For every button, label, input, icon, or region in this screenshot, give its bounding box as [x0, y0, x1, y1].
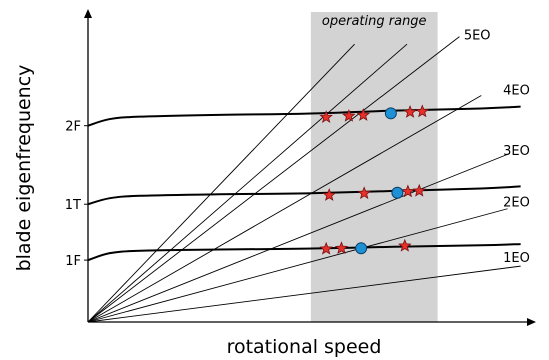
x-axis-label: rotational speed	[227, 336, 382, 358]
eigenfrequency-curves	[87, 105, 521, 262]
resonance-circle-3	[384, 107, 397, 120]
resonance-star-4	[322, 188, 336, 201]
engine-order-line-unlabeled-6	[87, 43, 355, 323]
eo-label-3eo: 3EO	[503, 144, 530, 159]
y-tick-label-2f: 2F	[65, 120, 81, 135]
engine-order-lines	[87, 36, 521, 323]
axes	[84, 9, 536, 326]
engine-order-line-unlabeled-5	[87, 43, 408, 323]
engine-order-labels: 1EO 2EO 3EO 4EO 5EO	[464, 29, 530, 266]
resonance-star-5	[357, 186, 371, 200]
resonance-star-9	[342, 108, 356, 122]
engine-order-line-5eo	[87, 36, 460, 323]
resonance-circle-1	[355, 242, 368, 255]
engine-order-line-2eo	[87, 208, 508, 323]
resonance-star-7	[412, 183, 426, 197]
eo-label-5eo: 5EO	[464, 29, 491, 44]
engine-order-line-3eo	[87, 153, 508, 323]
resonance-star-10	[356, 108, 371, 121]
y-tick-label-1t: 1T	[65, 198, 81, 213]
eo-label-1eo: 1EO	[503, 251, 530, 266]
mode-curve-1t	[87, 185, 521, 206]
y-axis-label: blade eigenfrequency	[13, 65, 35, 272]
x-axis-arrow	[527, 318, 536, 326]
eo-label-4eo: 4EO	[503, 83, 530, 98]
engine-order-line-4eo	[87, 95, 482, 323]
engine-order-line-1eo	[87, 265, 521, 323]
resonance-star-3	[398, 238, 412, 252]
operating-range-band	[310, 12, 438, 322]
resonance-star-11	[403, 105, 417, 118]
mode-curve-1f	[87, 243, 521, 262]
operating-range-label: operating range	[322, 14, 427, 29]
resonance-star-6	[401, 184, 415, 198]
resonance-circle-2	[391, 186, 404, 199]
eo-label-2eo: 2EO	[503, 196, 530, 211]
mode-curve-2f	[87, 105, 521, 127]
resonance-star-12	[415, 104, 430, 118]
resonance-star-8	[319, 110, 333, 123]
y-tick-label-1f: 1F	[65, 254, 81, 269]
y-tick-labels: 1F 1T 2F	[65, 120, 88, 269]
resonance-star-2	[334, 241, 349, 255]
y-axis-arrow	[84, 9, 92, 18]
resonance-markers	[319, 104, 430, 255]
resonance-star-1	[319, 241, 333, 255]
